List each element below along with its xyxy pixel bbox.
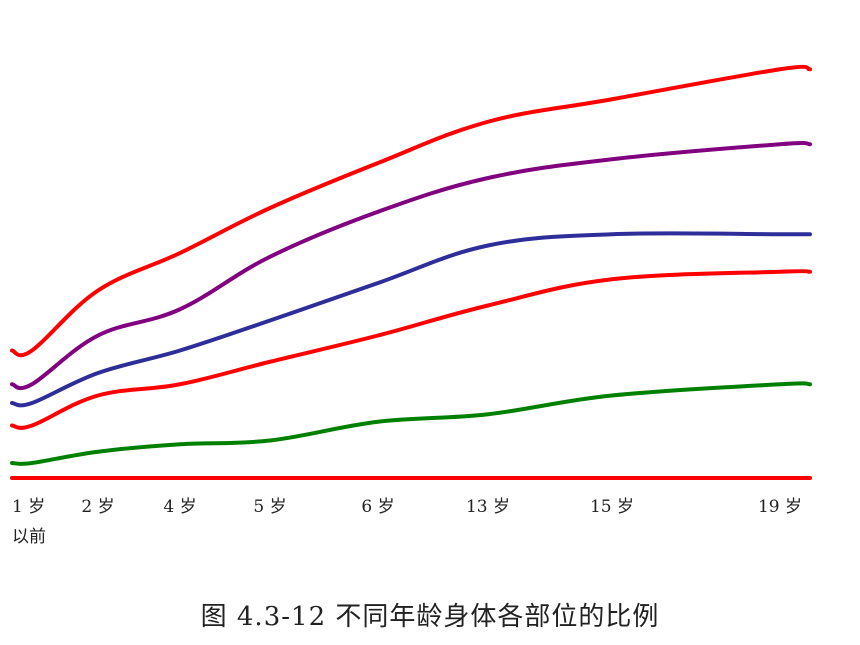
x-tick-label: 19 岁: [758, 497, 802, 517]
x-tick-label: 4 岁: [163, 497, 196, 517]
x-tick-label: 5 岁: [253, 497, 286, 517]
x-axis-ticks: 1 岁以前 2 岁 4 岁 5 岁 6 岁 13 岁 15 岁 19 岁: [12, 497, 802, 547]
series-line-6: [10, 64, 812, 358]
x-tick-label: 2 岁: [81, 497, 114, 517]
series-line-4: [10, 231, 812, 408]
x-tick-label: 15 岁: [590, 497, 634, 517]
series-line-2: [10, 381, 812, 466]
x-tick-label: 6 岁: [361, 497, 394, 517]
x-tick-label: 13 岁: [466, 497, 510, 517]
x-tick-label: 1 岁: [12, 497, 45, 517]
line-chart: 1 岁以前 2 岁 4 岁 5 岁 6 岁 13 岁 15 岁 19 岁: [10, 64, 812, 547]
series-layer: [10, 64, 812, 481]
x-tick-label-line2: 以前: [12, 527, 46, 547]
series-line-5: [10, 141, 812, 391]
series-line-3: [10, 269, 812, 430]
figure-caption: 图 4.3-12 不同年龄身体各部位的比例: [200, 602, 660, 632]
